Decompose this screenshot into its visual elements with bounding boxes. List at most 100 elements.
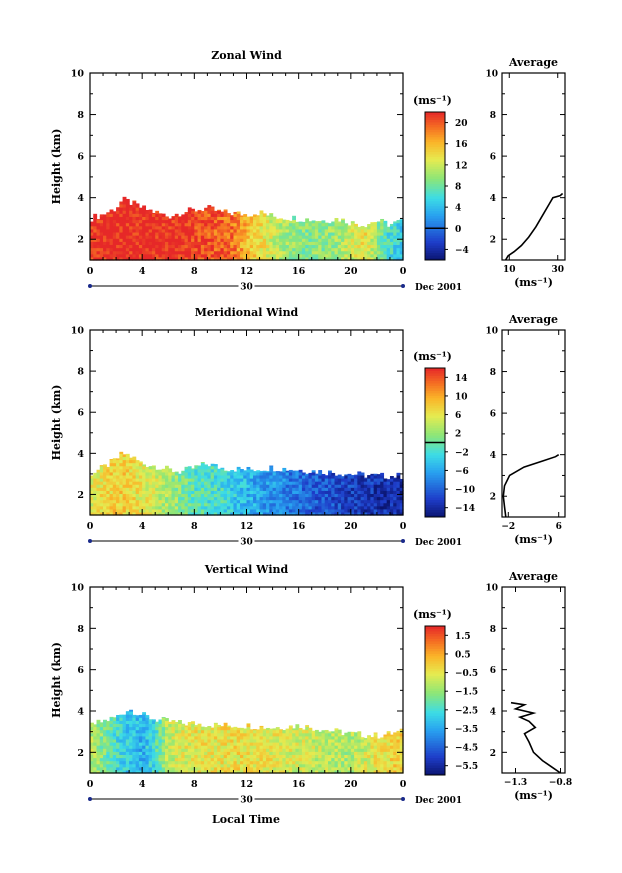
colorbar-swatch bbox=[425, 420, 445, 424]
heatmap-cell bbox=[239, 215, 244, 217]
heatmap-cell bbox=[210, 766, 215, 771]
heatmap-cell bbox=[321, 511, 326, 516]
heatmap-cell bbox=[308, 732, 313, 737]
heatmap-cell bbox=[207, 474, 212, 479]
heatmap-cell bbox=[262, 763, 267, 768]
heatmap-cell bbox=[122, 471, 127, 476]
heatmap-cell bbox=[116, 458, 120, 461]
heatmap-cell bbox=[233, 222, 238, 227]
heatmap-cell bbox=[119, 471, 124, 476]
heatmap-cell bbox=[230, 493, 235, 498]
heatmap-cell bbox=[184, 238, 189, 242]
heatmap-cell bbox=[393, 250, 398, 255]
colorbar-tick-label: 0 bbox=[455, 225, 461, 235]
heatmap-cell bbox=[207, 735, 212, 740]
heatmap-cell bbox=[262, 742, 267, 746]
heatmap-cell bbox=[236, 490, 241, 495]
heatmap-cell bbox=[116, 757, 120, 762]
heatmap-cell bbox=[194, 729, 199, 734]
heatmap-cell bbox=[331, 499, 336, 504]
heatmap-cell bbox=[256, 493, 261, 498]
heatmap-cell bbox=[393, 241, 398, 246]
heatmap-cell bbox=[132, 748, 137, 752]
heatmap-cell bbox=[386, 508, 391, 513]
heatmap-cell bbox=[158, 478, 163, 482]
heatmap-cell bbox=[282, 732, 287, 737]
heatmap-cell bbox=[96, 228, 101, 233]
heatmap-cell bbox=[233, 745, 238, 749]
heatmap-cell bbox=[155, 481, 160, 485]
heatmap-cell bbox=[135, 754, 140, 759]
heatmap-cell bbox=[168, 511, 173, 516]
heatmap-cell bbox=[301, 766, 306, 771]
colorbar-swatch bbox=[425, 507, 445, 511]
heatmap-cell bbox=[334, 256, 339, 261]
heatmap-cell bbox=[275, 228, 280, 233]
heatmap-cell bbox=[230, 471, 235, 476]
heatmap-cell bbox=[328, 250, 332, 255]
heatmap-cell bbox=[370, 737, 375, 740]
heatmap-cell bbox=[204, 757, 208, 762]
heatmap-cell bbox=[243, 732, 248, 737]
heatmap-cell bbox=[269, 499, 274, 504]
heatmap-cell bbox=[116, 715, 120, 718]
heatmap-cell bbox=[210, 487, 215, 491]
heatmap-cell bbox=[99, 748, 104, 752]
heatmap-cell bbox=[226, 241, 231, 246]
heatmap-cell bbox=[122, 508, 127, 513]
heatmap-cell bbox=[122, 244, 127, 249]
heatmap-cell bbox=[376, 241, 381, 246]
heatmap-cell bbox=[99, 484, 104, 488]
heatmap-cell bbox=[138, 228, 143, 233]
heatmap-cell bbox=[347, 474, 352, 479]
heatmap-cell bbox=[106, 222, 111, 227]
heatmap-cell bbox=[99, 732, 104, 737]
heatmap-cell bbox=[324, 481, 329, 485]
heatmap-cell bbox=[122, 474, 127, 479]
heatmap-cell bbox=[93, 490, 98, 495]
heatmap-cell bbox=[243, 225, 248, 230]
heatmap-cell bbox=[230, 244, 235, 249]
heatmap-cell bbox=[298, 256, 303, 261]
y-tick-label: 2 bbox=[77, 490, 84, 501]
heatmap-cell bbox=[256, 499, 261, 504]
heatmap-cell bbox=[187, 508, 192, 513]
heatmap-cell bbox=[223, 732, 228, 737]
heatmap-cell bbox=[96, 231, 101, 236]
heatmap-cell bbox=[301, 487, 306, 491]
heatmap-cell bbox=[194, 769, 199, 774]
heatmap-cell bbox=[138, 210, 143, 214]
heatmap-cell bbox=[213, 511, 218, 516]
heatmap-cell bbox=[259, 474, 264, 479]
heatmap-cell bbox=[363, 742, 368, 746]
heatmap-cell bbox=[168, 729, 173, 734]
heatmap-cell bbox=[207, 228, 212, 233]
heatmap-cell bbox=[292, 225, 297, 230]
heatmap-cell bbox=[308, 478, 313, 482]
heatmap-cell bbox=[321, 244, 326, 249]
heatmap-cell bbox=[370, 742, 375, 746]
heatmap-cell bbox=[266, 474, 270, 479]
heatmap-cell bbox=[187, 487, 192, 491]
heatmap-cell bbox=[103, 487, 107, 491]
heatmap-cell bbox=[161, 468, 166, 473]
heatmap-cell bbox=[197, 465, 202, 470]
colorbar-swatch bbox=[425, 432, 445, 436]
heatmap-cell bbox=[383, 228, 388, 233]
heatmap-cell bbox=[344, 751, 349, 755]
heatmap-cell bbox=[151, 490, 156, 495]
heatmap-cell bbox=[347, 490, 352, 495]
heatmap-cell bbox=[305, 725, 310, 728]
heatmap-cell bbox=[90, 745, 94, 749]
heatmap-cell bbox=[129, 717, 133, 721]
heatmap-cell bbox=[226, 766, 231, 771]
heatmap-cell bbox=[145, 726, 150, 731]
heatmap-cell bbox=[246, 735, 251, 740]
heatmap-cell bbox=[213, 754, 218, 759]
heatmap-cell bbox=[321, 769, 326, 774]
heatmap-cell bbox=[200, 766, 205, 771]
avg-y-tick-label: 4 bbox=[490, 194, 496, 204]
heatmap-cell bbox=[119, 493, 124, 498]
heatmap-cell bbox=[204, 505, 208, 510]
heatmap-cell bbox=[331, 748, 336, 752]
